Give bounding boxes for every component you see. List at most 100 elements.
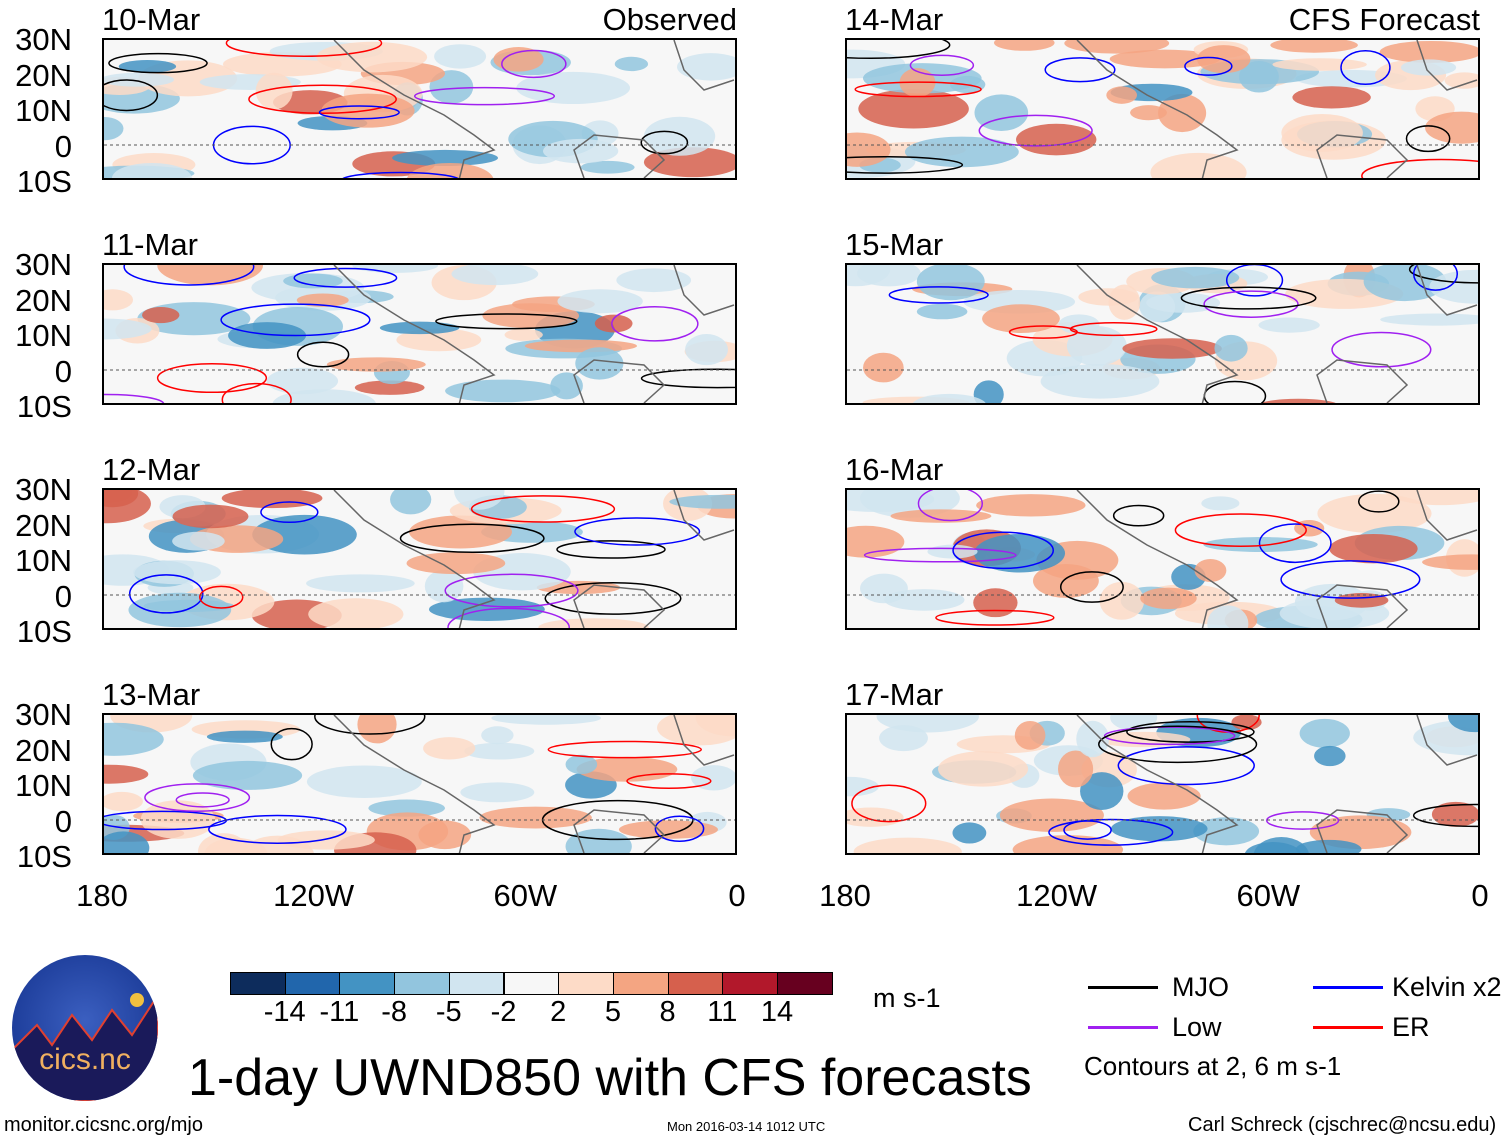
wind-anomaly-blob xyxy=(1295,839,1362,853)
filter-contour xyxy=(175,792,230,808)
wind-anomaly-blob xyxy=(1058,750,1094,788)
wind-anomaly-blob xyxy=(575,347,624,380)
wind-anomaly-blob xyxy=(104,289,134,311)
wind-anomaly-blob xyxy=(695,715,735,737)
coastline xyxy=(333,265,735,403)
wind-anomaly-blob xyxy=(1272,58,1367,71)
wind-anomaly-blob xyxy=(994,40,1055,51)
wind-anomaly-blob xyxy=(451,265,539,286)
wind-anomaly-blob xyxy=(677,53,735,81)
wind-anomaly-blob xyxy=(104,72,175,87)
colorbar-swatch xyxy=(722,972,778,995)
filter-contour xyxy=(544,581,682,615)
filter-contour xyxy=(1258,523,1332,564)
wind-anomaly-blob xyxy=(392,149,499,167)
lat-tick-label: 10N xyxy=(15,768,72,803)
colorbar-swatch xyxy=(558,972,614,995)
wind-anomaly-blob xyxy=(308,598,404,628)
lat-tick-label: 10N xyxy=(15,318,72,353)
logo-text: cics.nc xyxy=(39,1043,131,1076)
wind-anomaly-blob xyxy=(221,490,323,509)
wind-anomaly-blob xyxy=(1239,61,1279,93)
filter-contour xyxy=(248,84,397,114)
map-panel-16-mar xyxy=(845,488,1480,630)
panel-date: 15-Mar xyxy=(845,227,944,262)
filter-contour xyxy=(1361,158,1478,178)
wind-anomaly-blob xyxy=(424,569,464,603)
wind-anomaly-blob xyxy=(1329,533,1418,564)
wind-anomaly-blob xyxy=(916,303,968,320)
filter-contour xyxy=(1117,746,1255,786)
panel-date: 17-Mar xyxy=(845,677,944,712)
wind-anomaly-blob xyxy=(1040,364,1160,399)
footer-timestamp: Mon 2016-03-14 1012 UTC xyxy=(667,1119,826,1134)
filter-contour xyxy=(1412,803,1478,828)
wind-anomaly-blob xyxy=(1281,113,1363,152)
map-panel-15-mar xyxy=(845,263,1480,405)
coastline xyxy=(333,40,735,178)
colorbar-swatch xyxy=(284,972,341,995)
footer-url[interactable]: monitor.cicsnc.org/mjo xyxy=(4,1114,203,1136)
wind-anomaly-blob xyxy=(858,89,969,129)
wind-anomaly-blob xyxy=(618,820,718,839)
lat-tick-label: 0 xyxy=(54,353,72,389)
lat-tick-label: 0 xyxy=(54,128,72,164)
wind-anomaly-blob xyxy=(464,742,535,760)
filter-contour xyxy=(1174,513,1307,548)
wind-anomaly-blob xyxy=(565,754,598,775)
lon-tick-label: 180 xyxy=(76,878,128,913)
wind-anomaly-blob xyxy=(1150,152,1247,178)
wind-anomaly-blob xyxy=(423,737,476,760)
colorbar-swatch xyxy=(448,972,505,995)
wind-anomaly-blob xyxy=(1016,123,1097,156)
lat-tick-label: 10S xyxy=(16,164,72,199)
wind-anomaly-blob xyxy=(1448,715,1478,733)
lat-tick-label: 30N xyxy=(15,22,72,57)
coastline xyxy=(333,490,735,628)
wind-anomaly-blob xyxy=(1379,40,1478,63)
wind-anomaly-blob xyxy=(1231,715,1262,731)
filter-contour xyxy=(1408,265,1478,284)
colorbar-tick-label: 8 xyxy=(659,996,676,1028)
lon-tick-label: 180 xyxy=(819,878,871,913)
lat-tick-label: 20N xyxy=(15,57,72,93)
wind-anomaly-blob xyxy=(133,560,221,585)
wind-anomaly-blob xyxy=(580,160,635,174)
map-panel-10-mar xyxy=(102,38,737,180)
wind-anomaly-blob xyxy=(1429,269,1478,304)
wind-anomaly-blob xyxy=(973,380,1004,403)
lon-tick-label: 120W xyxy=(273,878,355,913)
wind-anomaly-blob xyxy=(306,765,422,798)
filter-contour xyxy=(654,815,705,842)
wind-anomaly-blob xyxy=(104,791,143,812)
colorbar-swatch xyxy=(339,972,396,995)
wind-anomaly-blob xyxy=(354,380,425,395)
wind-anomaly-blob xyxy=(1193,817,1260,846)
filter-contour xyxy=(220,303,371,337)
wind-anomaly-blob xyxy=(460,782,535,803)
wind-anomaly-blob xyxy=(1014,720,1046,750)
wind-anomaly-blob xyxy=(266,367,339,395)
filter-contour xyxy=(952,531,1055,570)
colorbar-swatch xyxy=(230,972,286,995)
wind-anomaly-blob xyxy=(557,289,643,314)
wind-anomaly-blob xyxy=(982,304,1060,333)
filter-contour xyxy=(556,540,666,559)
wind-anomaly-blob xyxy=(1012,835,1124,853)
filter-contour xyxy=(1008,325,1078,339)
wind-anomaly-blob xyxy=(1380,313,1478,326)
colorbar-tick-label: 11 xyxy=(707,996,738,1028)
wind-anomaly-blob xyxy=(1214,334,1248,362)
wind-anomaly-blob xyxy=(406,552,506,575)
lat-tick-label: 10N xyxy=(15,543,72,578)
filter-contour xyxy=(270,727,313,761)
lat-tick-label: 30N xyxy=(15,247,72,282)
filter-contour xyxy=(435,313,578,330)
wind-anomaly-blob xyxy=(576,756,678,782)
wind-anomaly-blob xyxy=(143,599,234,613)
lat-tick-label: 20N xyxy=(15,732,72,768)
filter-contour xyxy=(1340,50,1391,86)
wind-anomaly-blob xyxy=(407,162,494,178)
wind-anomaly-blob xyxy=(1431,801,1478,827)
filter-contour xyxy=(1063,820,1112,840)
